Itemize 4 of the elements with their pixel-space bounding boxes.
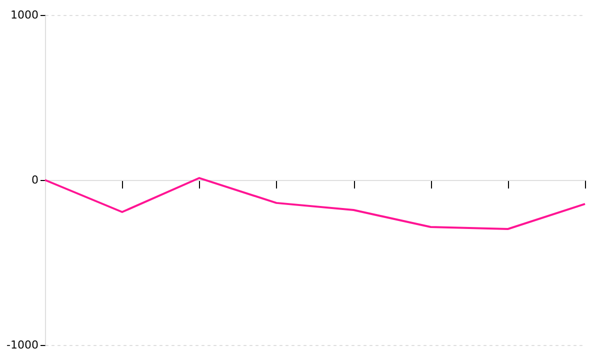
y-tick-label: 0 xyxy=(32,174,38,186)
line-series xyxy=(44,177,586,230)
y-tick-label: 1000 xyxy=(10,8,38,22)
y-tick-label: -1000 xyxy=(6,338,38,352)
